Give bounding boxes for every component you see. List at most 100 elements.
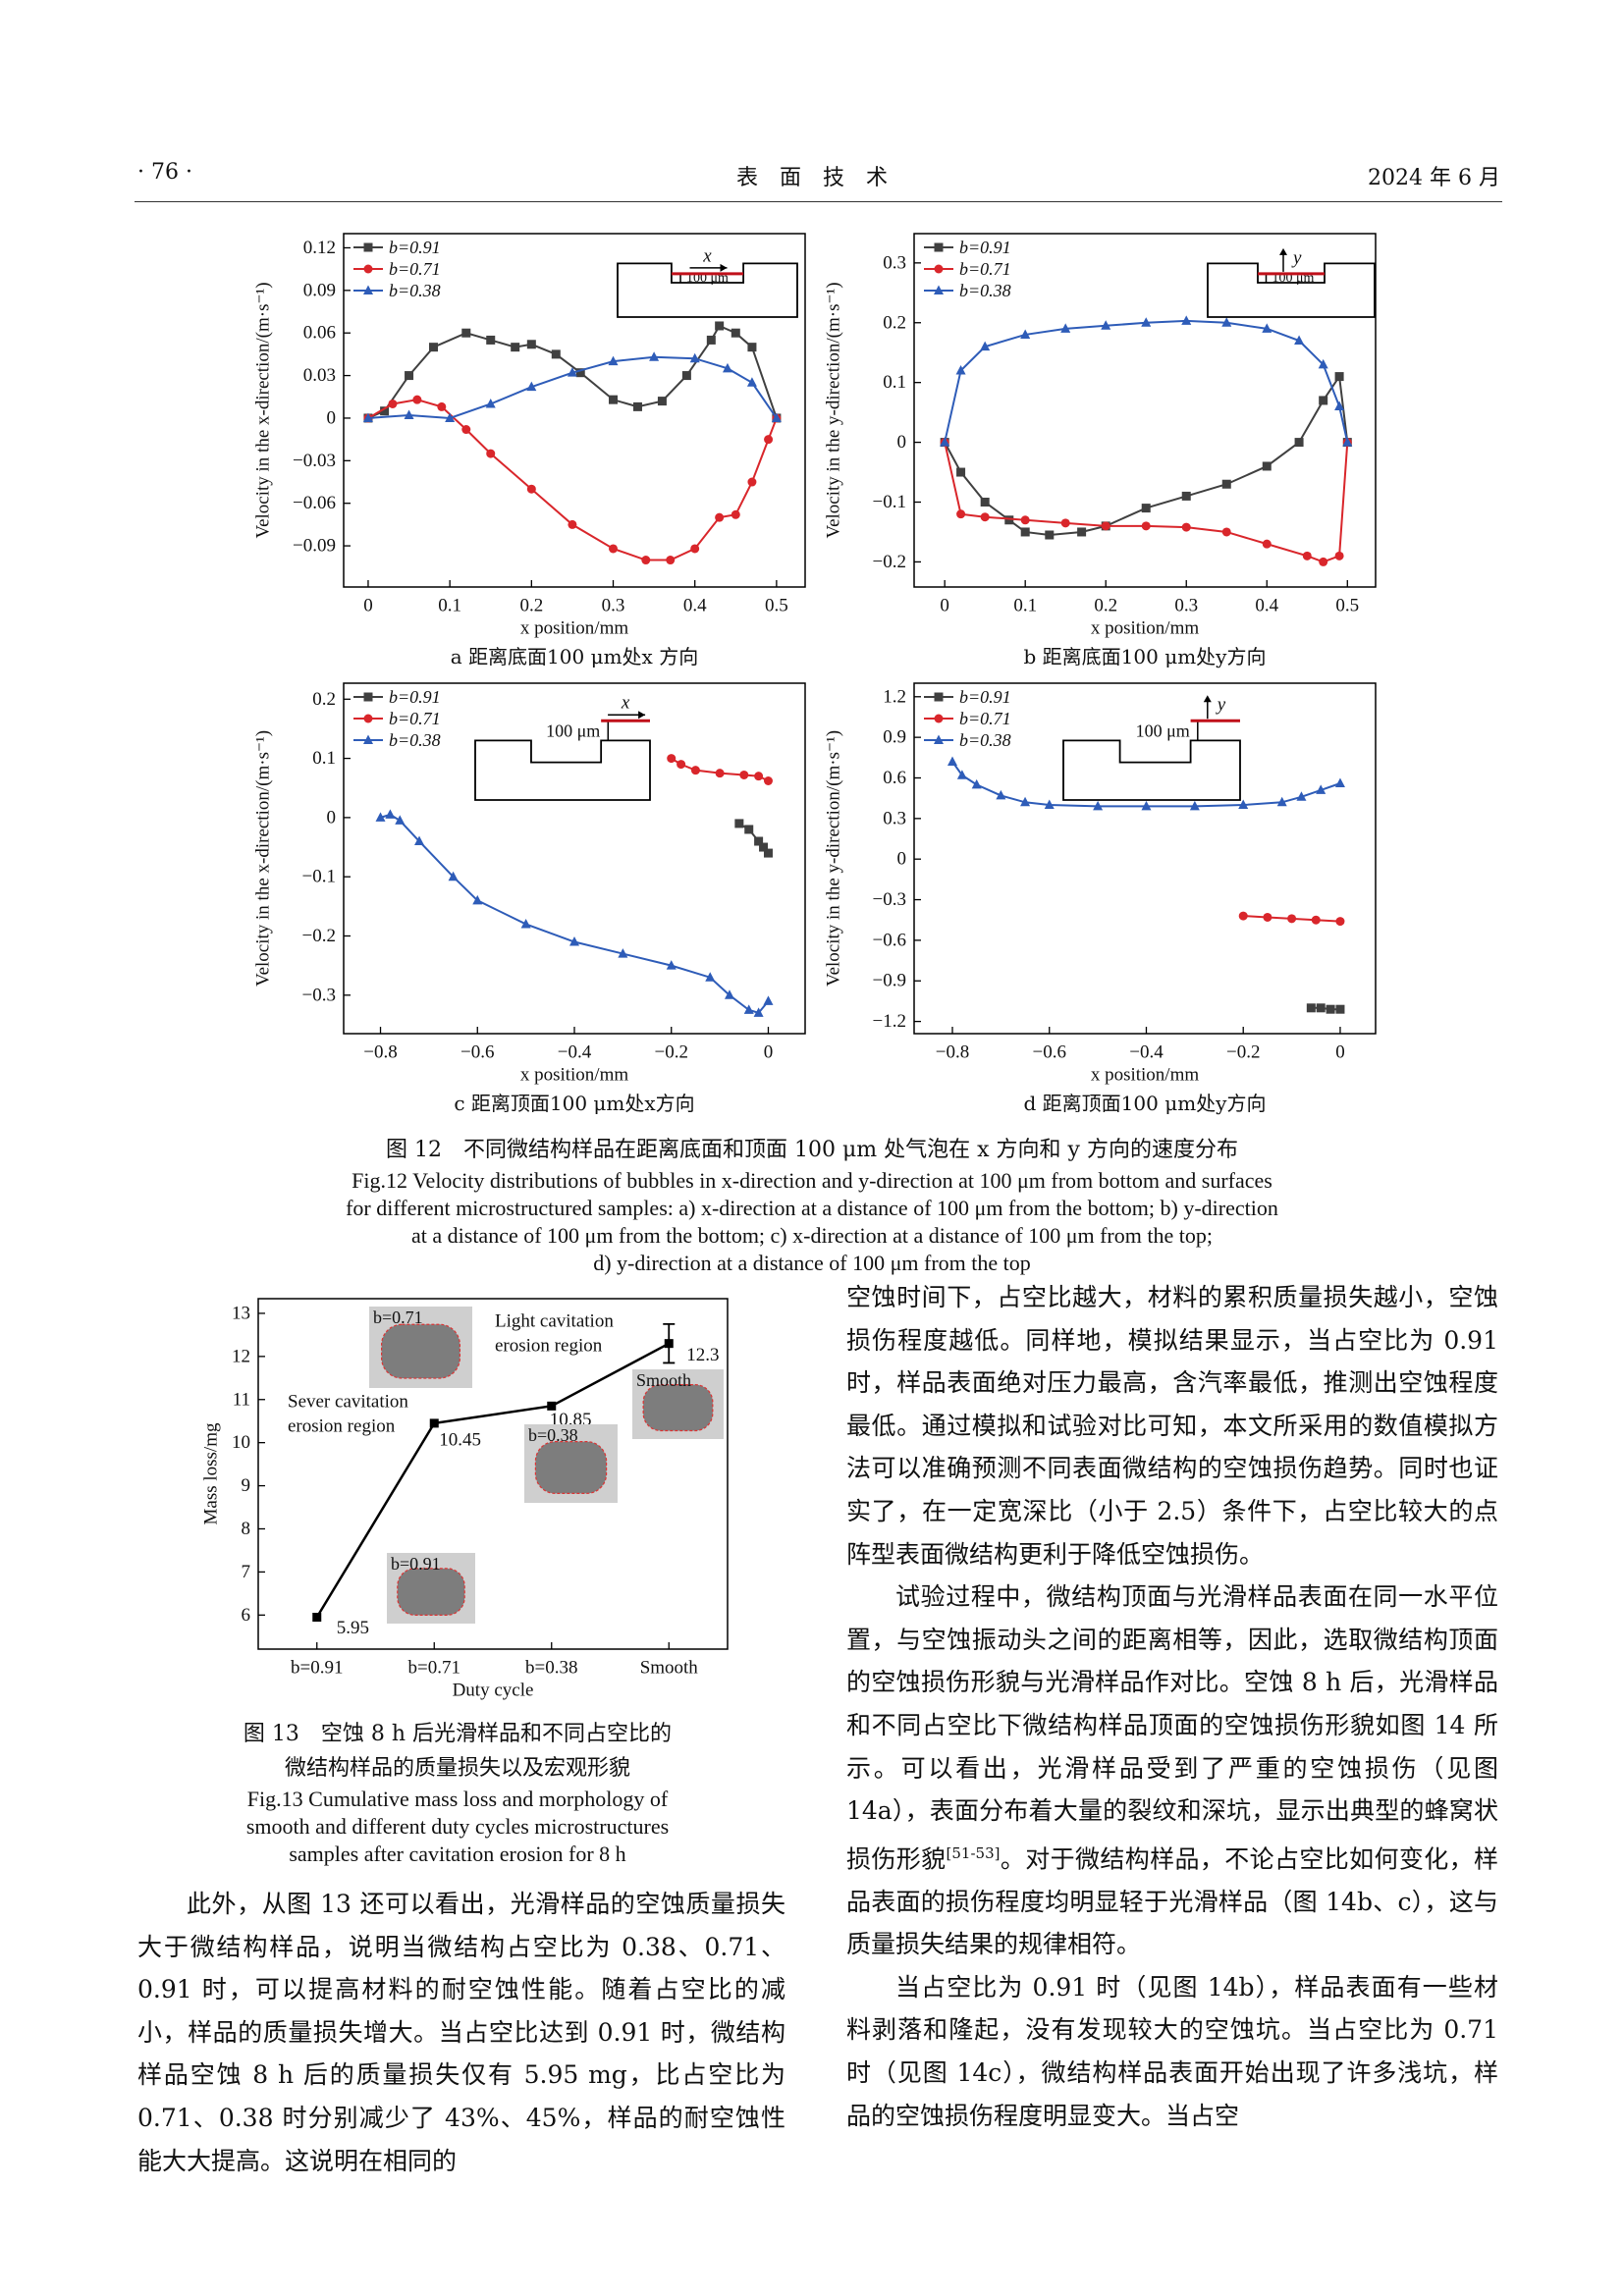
data-point [363, 692, 373, 702]
data-point [412, 395, 422, 404]
y-tick-label: −0.6 [873, 930, 906, 950]
data-point [526, 340, 536, 349]
figure-caption-cn: 图 13 空蚀 8 h 后光滑样品和不同占空比的 [243, 1722, 673, 1746]
y-tick-label: 1.2 [883, 686, 906, 707]
data-point [763, 995, 774, 1005]
data-point [1294, 335, 1305, 346]
data-point [1334, 372, 1344, 382]
y-tick-label: 0.2 [312, 689, 336, 710]
data-point [754, 836, 764, 846]
legend-label: b=0.71 [389, 709, 441, 728]
annotation: Light cavitation [495, 1311, 614, 1332]
data-point [1238, 911, 1248, 921]
data-point [1060, 323, 1071, 333]
data-point [363, 714, 373, 723]
data-point [414, 835, 425, 846]
data-point [1020, 515, 1030, 525]
data-point [1077, 527, 1087, 537]
data-point [1316, 1003, 1326, 1013]
data-point [1060, 518, 1070, 528]
data-point [363, 734, 373, 744]
y-tick-label: −0.3 [302, 985, 336, 1005]
y-tick-label: 0 [327, 407, 337, 428]
data-point [934, 692, 944, 702]
arrow-head [720, 263, 728, 272]
data-point [618, 948, 628, 958]
inset-axis: y [1216, 695, 1226, 716]
paragraph: 试验过程中，微结构顶面与光滑样品表面在同一水平位置，与空蚀振动头之间的距离相等，… [846, 1575, 1498, 1966]
x-tick-label: 0 [764, 1042, 774, 1063]
data-point [1020, 796, 1031, 807]
data-point [1141, 504, 1151, 513]
data-point [1263, 912, 1272, 922]
plot-frame [913, 682, 1377, 1035]
subfigure-caption: a 距离底面100 μm处x 方向 [451, 645, 698, 668]
x-tick-label: 0.5 [1335, 596, 1359, 616]
data-point [520, 918, 531, 929]
y-tick-label: −0.9 [873, 971, 906, 991]
left-column: 此外，从图 13 还可以看出，光滑样品的空蚀质量损失大于微结构样品，说明当微结构… [137, 1883, 785, 2182]
data-point [657, 397, 667, 406]
plot-frame [343, 233, 806, 588]
data-point [731, 509, 740, 519]
data-point [609, 544, 619, 554]
sample [534, 1440, 608, 1494]
y-tick-label: −1.2 [873, 1011, 906, 1032]
data-point [743, 1004, 754, 1014]
legend-label: b=0.38 [959, 281, 1011, 300]
issue-date: 2024 年 6 月 [1368, 166, 1500, 190]
y-tick-label: 0 [897, 849, 907, 870]
data-point [1318, 358, 1328, 369]
legend-label: b=0.71 [389, 259, 441, 279]
data-point [690, 766, 700, 775]
data-point [551, 349, 561, 359]
data-point [1302, 551, 1312, 561]
y-tick-label: 6 [242, 1605, 251, 1626]
sample [381, 1323, 461, 1379]
y-tick-label: −0.09 [293, 536, 336, 557]
text: 。对于微结构样品，不论占空比如何变化，样品表面的损伤程度均明显轻于光滑样品（图 … [846, 1844, 1498, 1959]
x-axis-label: Duty cycle [453, 1681, 534, 1701]
data-point [934, 264, 944, 274]
y-tick-label: 0.3 [883, 252, 906, 273]
y-tick-label: 0.6 [883, 768, 906, 788]
legend-label: b=0.38 [389, 281, 441, 300]
data-point [404, 409, 414, 420]
inset-scale: 100 μm [546, 721, 600, 740]
y-tick-label: −0.03 [293, 451, 336, 471]
x-tick-label: 0.3 [1174, 596, 1198, 616]
data-point [380, 406, 390, 416]
data-point [956, 467, 966, 477]
data-point [1287, 914, 1297, 924]
plot-frame [257, 1298, 729, 1650]
data-point [996, 789, 1006, 800]
inset-outline [1207, 262, 1376, 318]
data-point [955, 364, 966, 375]
paragraph: 空蚀时间下，占空比越大，材料的累积质量损失越小，空蚀损伤程度越低。同样地，模拟结… [846, 1283, 1498, 1569]
data-point [1334, 777, 1345, 787]
data-point [715, 321, 725, 331]
y-tick-label: −0.2 [873, 552, 906, 572]
data-point [375, 812, 386, 822]
data-point [980, 341, 991, 351]
y-tick-label: 0 [897, 432, 907, 453]
y-tick-label: 0.1 [883, 372, 906, 393]
figure-caption-en: samples after cavitation erosion for 8 h [289, 1842, 626, 1866]
x-axis-label: x position/mm [1091, 1065, 1200, 1086]
data-point [731, 328, 740, 338]
x-tick-label: −0.6 [460, 1042, 494, 1063]
y-tick-label: 0.1 [312, 748, 336, 769]
plot-frame [913, 233, 1377, 588]
data-point [734, 819, 744, 828]
data-point [747, 343, 757, 352]
x-tick-label: 0.2 [519, 596, 543, 616]
legend-label: b=0.91 [959, 238, 1011, 257]
data-point [739, 770, 749, 779]
data-point [1020, 329, 1031, 339]
y-tick-label: 13 [232, 1303, 250, 1323]
y-tick-label: 9 [242, 1475, 251, 1496]
data-point [980, 498, 990, 507]
data-point [448, 871, 459, 881]
series-line [944, 319, 1349, 443]
x-tick-label: b=0.91 [291, 1658, 343, 1679]
